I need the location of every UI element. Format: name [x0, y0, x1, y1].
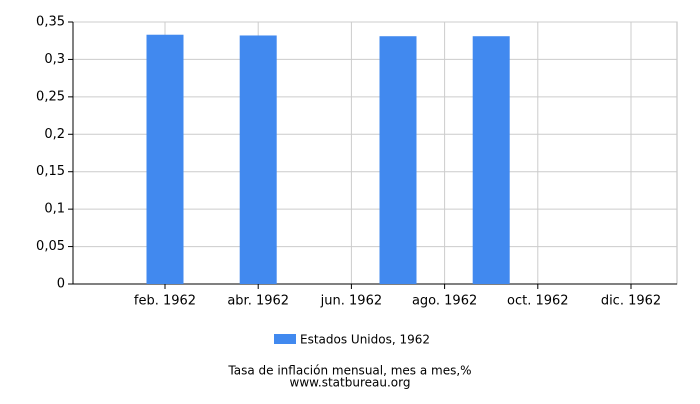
- bar: [379, 36, 417, 285]
- x-tick-label: abr. 1962: [227, 294, 289, 309]
- bar: [239, 35, 277, 284]
- bar: [146, 34, 184, 285]
- y-tick-label: 0,05: [36, 239, 65, 254]
- x-tick-label: feb. 1962: [134, 294, 196, 309]
- x-tick-label: dic. 1962: [601, 294, 661, 309]
- bar: [472, 36, 510, 285]
- y-tick-label: 0,25: [36, 89, 65, 104]
- legend-label: Estados Unidos, 1962: [300, 333, 430, 347]
- y-tick-label: 0,2: [44, 127, 65, 142]
- caption: Tasa de inflación mensual, mes a mes,%: [227, 364, 471, 378]
- y-tick-label: 0,15: [36, 164, 65, 179]
- x-tick-label: oct. 1962: [507, 294, 569, 309]
- x-tick-label: jun. 1962: [320, 294, 382, 309]
- source: www.statbureau.org: [290, 376, 411, 390]
- x-tick-label: ago. 1962: [412, 294, 477, 309]
- y-tick-label: 0,35: [36, 15, 65, 30]
- legend-swatch: [274, 334, 296, 344]
- y-tick-label: 0,1: [44, 202, 65, 217]
- y-tick-label: 0: [57, 277, 65, 292]
- y-tick-label: 0,3: [44, 52, 65, 67]
